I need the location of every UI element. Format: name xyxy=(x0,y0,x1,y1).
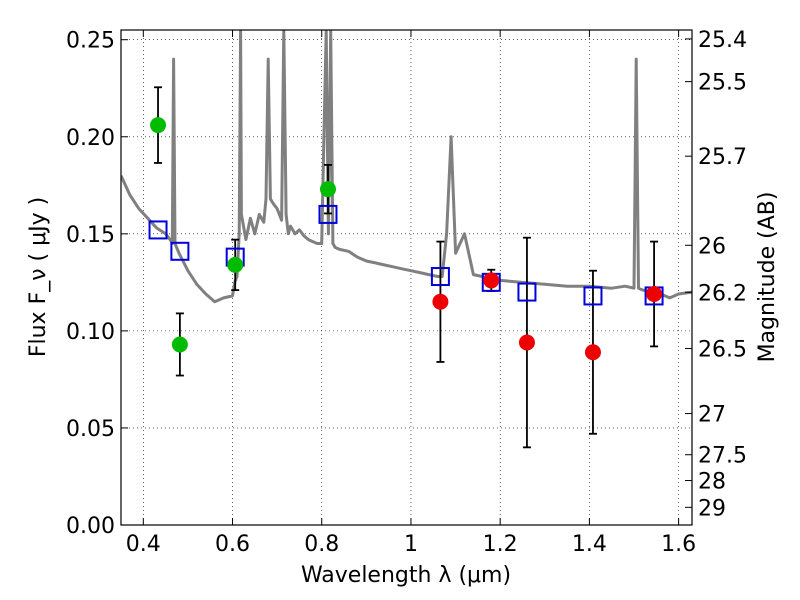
observed-points xyxy=(150,117,663,361)
grid xyxy=(121,30,692,525)
data-point xyxy=(150,117,167,134)
data-point xyxy=(646,286,663,302)
y-tick-label: 0.05 xyxy=(66,417,115,442)
x-tick-label: 1 xyxy=(404,532,418,557)
right-tick-label: 28 xyxy=(698,470,726,495)
y-tick-label: 0.25 xyxy=(66,29,115,54)
model-square xyxy=(583,286,603,306)
x-tick-label: 1.6 xyxy=(661,532,696,557)
right-axis-label: Magnitude (AB) xyxy=(755,192,780,363)
right-tick-label: 25.5 xyxy=(698,71,747,96)
x-tick-label: 1.2 xyxy=(483,532,518,557)
model-spectrum xyxy=(121,30,692,304)
right-tick-label: 26.5 xyxy=(698,338,747,363)
x-tick-label: 1.4 xyxy=(572,532,607,557)
model-square xyxy=(318,204,338,224)
model-square xyxy=(517,282,537,302)
right-tick-label: 25.4 xyxy=(698,28,747,53)
right-tick-label: 29 xyxy=(698,496,726,521)
right-tick-label: 26.2 xyxy=(698,281,747,306)
right-tick-label: 27.5 xyxy=(698,444,747,469)
data-point xyxy=(319,181,336,198)
data-point xyxy=(171,336,188,353)
model-square xyxy=(148,220,168,240)
data-point xyxy=(432,293,449,310)
y-tick-label: 0.20 xyxy=(66,126,115,151)
y-tick-label: 0.10 xyxy=(66,320,115,345)
y-tick-label: 0.15 xyxy=(66,223,115,248)
y-axis-label: Flux F_ν ( μJy ) xyxy=(26,197,51,357)
x-tick-label: 0.8 xyxy=(304,532,339,557)
right-tick-label: 26 xyxy=(698,234,726,259)
model-square xyxy=(430,267,450,287)
plot-frame xyxy=(120,29,693,526)
data-point xyxy=(584,344,601,361)
plot-background xyxy=(121,30,692,525)
right-tick-label: 27 xyxy=(698,403,726,428)
model-square xyxy=(170,241,190,261)
x-axis-label: Wavelength λ (μm) xyxy=(301,563,511,588)
axis-ticks: 0.4 0.6 0.8 1 1.2 1.4 1.6 0.00 0.05 0.10 0.15 0.20 0… xyxy=(66,28,747,557)
right-tick-label: 25.7 xyxy=(698,145,747,170)
data-point xyxy=(483,272,500,289)
data-point xyxy=(227,256,244,273)
y-tick-label: 0.00 xyxy=(66,514,115,539)
data-point xyxy=(518,334,535,351)
x-tick-label: 0.6 xyxy=(215,532,250,557)
spectrum-line xyxy=(121,30,692,304)
x-tick-label: 0.4 xyxy=(126,532,161,557)
